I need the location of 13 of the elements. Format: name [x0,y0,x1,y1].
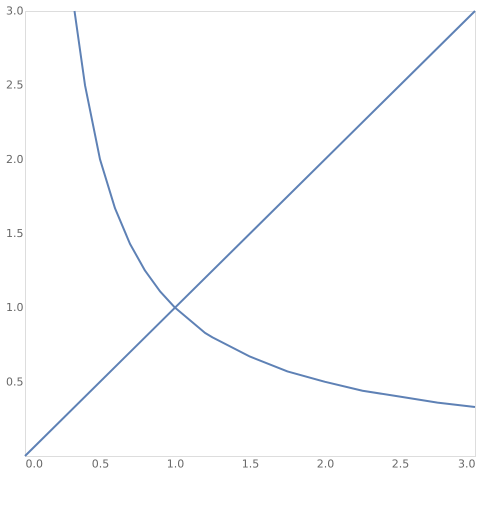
y-tick-label: 1.0 [6,301,24,314]
x-tick-label: 2.0 [316,458,334,470]
y-tick-label: 1.5 [6,227,24,240]
y-tick-label: 2.5 [6,78,24,92]
x-tick-label: 1.0 [166,458,184,470]
x-tick-label: 0.5 [92,458,110,470]
y-tick-label: 3.0 [6,4,24,18]
x-tick-label: 2.5 [392,458,410,470]
y-tick-label: 2.0 [6,152,24,166]
x-tick-label: 0.0 [26,458,43,470]
y-tick-label: 0.5 [6,375,24,388]
x-tick-label: 3.0 [458,458,476,470]
x-tick-label: 1.5 [242,458,260,470]
